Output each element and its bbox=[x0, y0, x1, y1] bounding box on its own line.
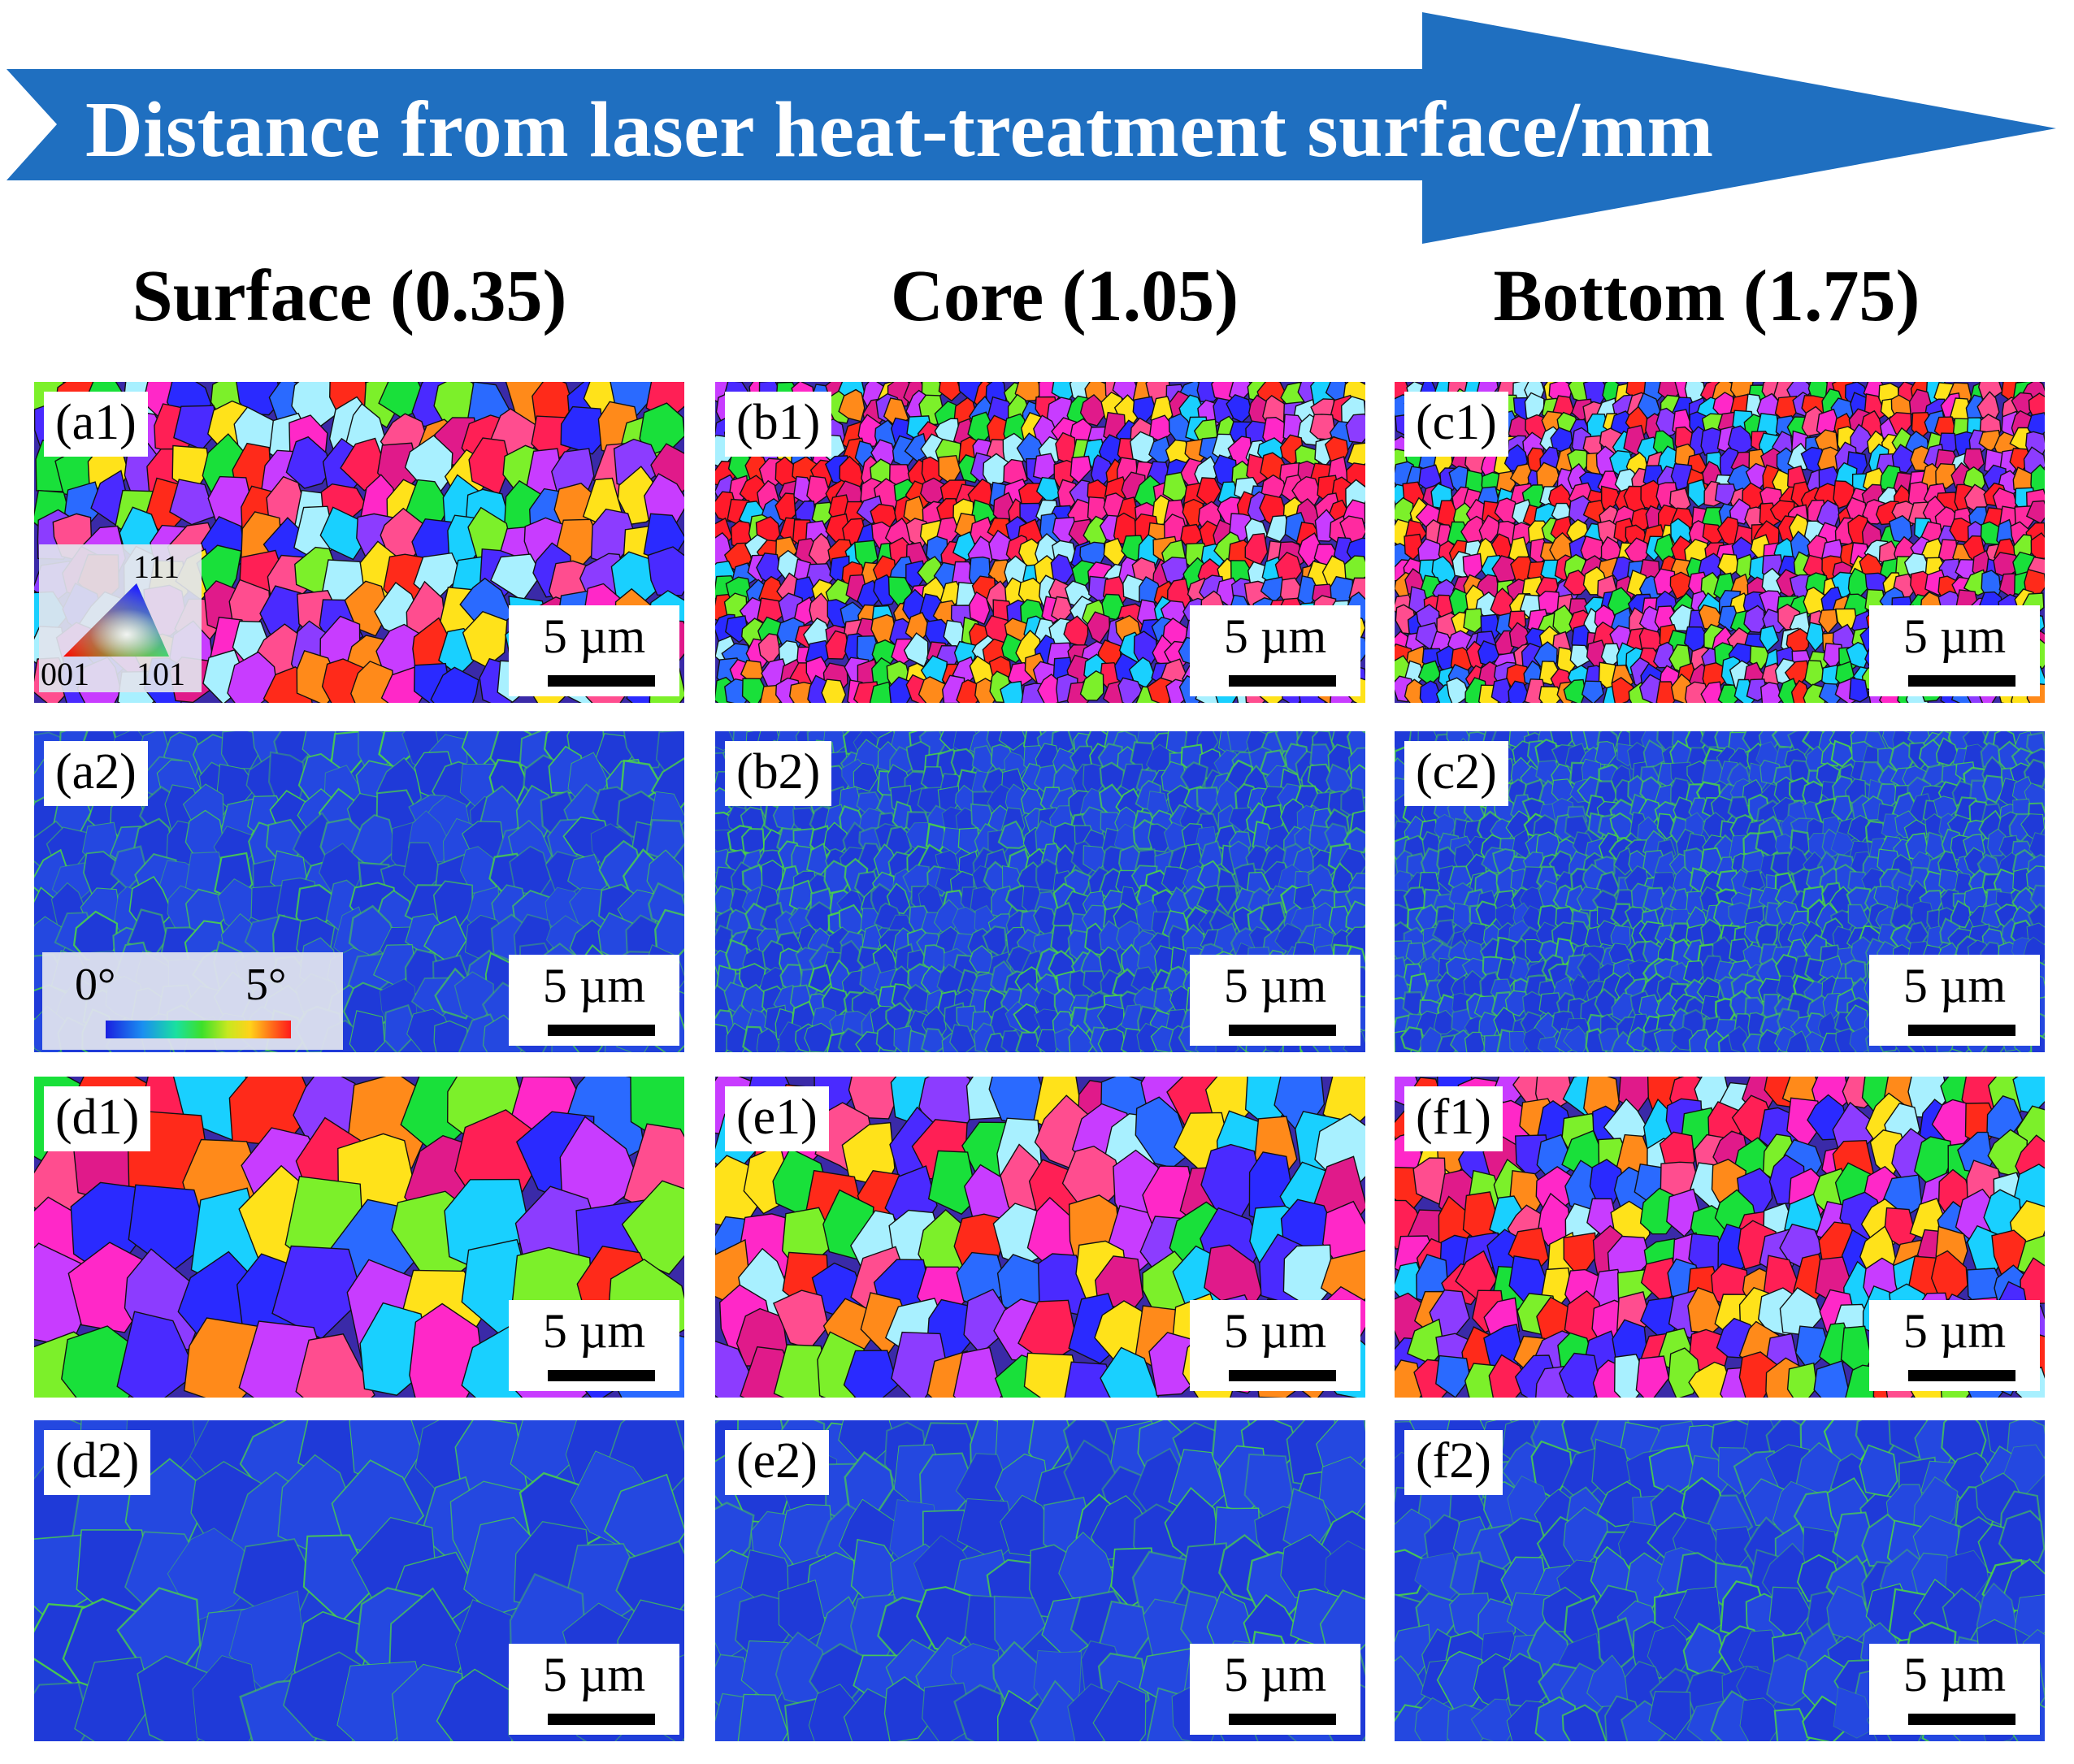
panel-label: (b2) bbox=[725, 741, 832, 806]
scale-bar-line bbox=[1229, 675, 1336, 687]
panel-b1-ipf-map: (b1) 5 µm bbox=[715, 382, 1365, 703]
grain-orientation-map bbox=[34, 1077, 684, 1398]
scale-bar-line bbox=[1229, 1025, 1336, 1036]
kam-legend: 0° 5° bbox=[42, 952, 343, 1050]
panel-a2-kam-map: (a2) 0° 5° 5 µm bbox=[34, 731, 684, 1052]
column-header-bottom: Bottom (1.75) bbox=[1493, 256, 1920, 336]
panel-label: (d1) bbox=[44, 1086, 151, 1151]
scale-bar-label: 5 µm bbox=[1223, 609, 1327, 663]
panel-d1-ipf-map: (d1) 5 µm bbox=[34, 1077, 684, 1398]
panel-label: (e1) bbox=[725, 1086, 829, 1151]
panel-d2-kam-map: (d2) 5 µm bbox=[34, 1420, 684, 1741]
grain-orientation-map bbox=[1395, 382, 2045, 703]
misorientation-map bbox=[715, 1420, 1365, 1741]
arrow-shape bbox=[7, 12, 2056, 244]
ipf-triangle-icon bbox=[63, 583, 169, 657]
scale-bar-label: 5 µm bbox=[1903, 959, 2007, 1012]
scale-bar-label: 5 µm bbox=[1223, 1304, 1327, 1358]
panel-a1-ipf-map: (a1) 111 001 bbox=[34, 382, 684, 703]
scale-bar: 5 µm bbox=[1190, 1300, 1360, 1391]
scale-bar-label: 5 µm bbox=[542, 1304, 646, 1358]
panel-label: (c1) bbox=[1404, 392, 1508, 457]
scale-bar-label: 5 µm bbox=[542, 959, 646, 1012]
scale-bar-line bbox=[1908, 1714, 2015, 1725]
kam-legend-min: 0° bbox=[75, 960, 116, 1010]
scale-bar: 5 µm bbox=[1190, 955, 1360, 1046]
panel-label: (a1) bbox=[44, 392, 148, 457]
scale-bar-line bbox=[1229, 1370, 1336, 1381]
panel-label: (f1) bbox=[1404, 1086, 1503, 1151]
panel-label: (e2) bbox=[725, 1430, 829, 1495]
scale-bar-label: 5 µm bbox=[542, 609, 646, 663]
panel-e1-ipf-map: (e1) 5 µm bbox=[715, 1077, 1365, 1398]
scale-bar: 5 µm bbox=[1869, 605, 2040, 696]
scale-bar-label: 5 µm bbox=[1903, 1648, 2007, 1701]
scale-bar: 5 µm bbox=[1190, 605, 1360, 696]
panel-c2-kam-map: (c2) 5 µm bbox=[1395, 731, 2045, 1052]
scale-bar: 5 µm bbox=[509, 1300, 679, 1391]
scale-bar-label: 5 µm bbox=[1903, 1304, 2007, 1358]
scale-bar: 5 µm bbox=[509, 605, 679, 696]
scale-bar: 5 µm bbox=[1869, 955, 2040, 1046]
panel-f2-kam-map: (f2) 5 µm bbox=[1395, 1420, 2045, 1741]
ipf-label-001: 001 bbox=[41, 656, 89, 692]
scale-bar-label: 5 µm bbox=[1223, 1648, 1327, 1701]
scale-bar-line bbox=[1908, 1370, 2015, 1381]
ipf-label-101: 101 bbox=[137, 656, 185, 692]
scale-bar-line bbox=[1229, 1714, 1336, 1725]
column-header-surface: Surface (0.35) bbox=[132, 256, 567, 336]
kam-color-bar bbox=[106, 1021, 291, 1038]
scale-bar: 5 µm bbox=[509, 955, 679, 1046]
scale-bar: 5 µm bbox=[1190, 1644, 1360, 1735]
column-header-core: Core (1.05) bbox=[890, 256, 1239, 336]
scale-bar-label: 5 µm bbox=[542, 1648, 646, 1701]
panel-e2-kam-map: (e2) 5 µm bbox=[715, 1420, 1365, 1741]
scale-bar-label: 5 µm bbox=[1903, 609, 2007, 663]
scale-bar: 5 µm bbox=[509, 1644, 679, 1735]
scale-bar-line bbox=[548, 675, 655, 687]
ipf-legend: 111 001 101 bbox=[39, 544, 202, 692]
panel-b2-kam-map: (b2) 5 µm bbox=[715, 731, 1365, 1052]
scale-bar-label: 5 µm bbox=[1223, 959, 1327, 1012]
panel-f1-ipf-map: (f1) 5 µm bbox=[1395, 1077, 2045, 1398]
scale-bar: 5 µm bbox=[1869, 1300, 2040, 1391]
panel-c1-ipf-map: (c1) 5 µm bbox=[1395, 382, 2045, 703]
scale-bar-line bbox=[548, 1714, 655, 1725]
kam-legend-max: 5° bbox=[245, 960, 287, 1010]
panel-label: (d2) bbox=[44, 1430, 151, 1495]
scale-bar-line bbox=[548, 1025, 655, 1036]
panel-label: (a2) bbox=[44, 741, 148, 806]
panel-label: (b1) bbox=[725, 392, 832, 457]
scale-bar-line bbox=[1908, 1025, 2015, 1036]
arrow-title: Distance from laser heat-treatment surfa… bbox=[85, 86, 1714, 174]
scale-bar: 5 µm bbox=[1869, 1644, 2040, 1735]
panel-label: (c2) bbox=[1404, 741, 1508, 806]
scale-bar-line bbox=[1908, 675, 2015, 687]
scale-bar-line bbox=[548, 1370, 655, 1381]
ipf-label-111: 111 bbox=[133, 548, 180, 585]
panel-label: (f2) bbox=[1404, 1430, 1503, 1495]
